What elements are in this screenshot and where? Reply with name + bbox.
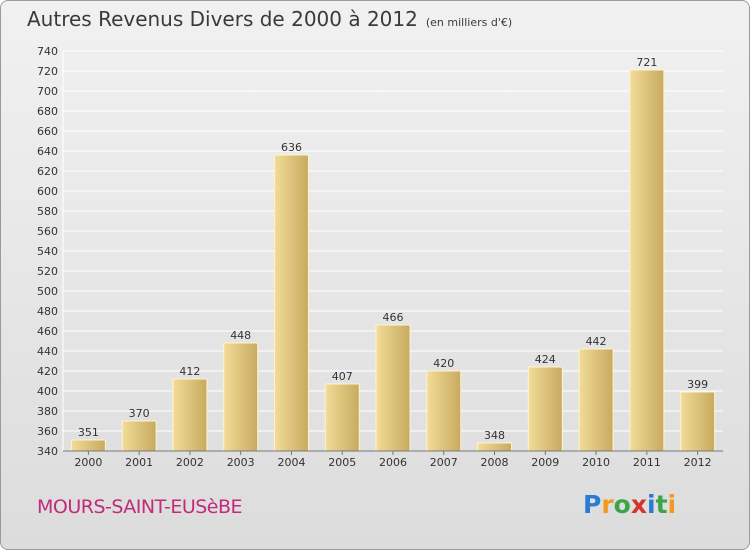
bar-2008	[477, 442, 513, 452]
town-name: MOURS-SAINT-EUSèBE	[37, 496, 243, 518]
bar-2009	[527, 366, 563, 452]
y-tick-label: 440	[37, 345, 58, 358]
x-axis: 2000 2001 2002 2003 2004 2005 2006 2007 2008 2009…	[63, 450, 723, 469]
chart-title-main: Autres Revenus Divers de 2000 à 2012	[27, 7, 418, 31]
value-label-2002: 412	[179, 365, 200, 378]
bar-2011	[629, 69, 665, 452]
chart-title: Autres Revenus Divers de 2000 à 2012 (en …	[27, 7, 512, 31]
value-label-2011: 721	[636, 56, 657, 69]
value-label-2003: 448	[230, 329, 251, 342]
bar-2012	[680, 391, 716, 452]
y-tick-label: 600	[37, 185, 58, 198]
bar-2006	[375, 324, 411, 452]
bar-2003	[223, 342, 259, 452]
x-tick-label-2012: 2012	[684, 456, 712, 469]
bar-2010	[578, 348, 614, 452]
x-tick-label-2011: 2011	[633, 456, 661, 469]
y-tick-label: 620	[37, 165, 58, 178]
value-label-2008: 348	[484, 429, 505, 442]
x-tick-label-2005: 2005	[328, 456, 356, 469]
x-tick-label-2007: 2007	[430, 456, 458, 469]
y-tick-label: 460	[37, 325, 58, 338]
y-tick-label: 720	[37, 65, 58, 78]
y-tick-label: 520	[37, 265, 58, 278]
bar-2007	[426, 370, 462, 452]
x-tick-label-2008: 2008	[481, 456, 509, 469]
y-tick-label: 740	[37, 45, 58, 58]
value-label-2000: 351	[78, 426, 99, 439]
bar-2004	[273, 154, 309, 452]
logo-letter: x	[630, 490, 647, 519]
y-tick-label: 680	[37, 105, 58, 118]
y-tick-label: 500	[37, 285, 58, 298]
value-label-2010: 442	[586, 335, 607, 348]
y-tick-label: 380	[37, 405, 58, 418]
x-tick-label-2003: 2003	[227, 456, 255, 469]
x-tick-label-2000: 2000	[74, 456, 102, 469]
logo-letter: t	[655, 490, 668, 519]
bars	[70, 69, 716, 452]
logo-letter: r	[601, 490, 614, 519]
y-tick-label: 580	[37, 205, 58, 218]
bar-2001	[121, 420, 157, 452]
value-label-2005: 407	[332, 370, 353, 383]
y-tick-label: 560	[37, 225, 58, 238]
y-tick-label: 640	[37, 145, 58, 158]
logo-letter: o	[613, 490, 631, 519]
bar-2005	[324, 383, 360, 452]
value-label-2006: 466	[383, 311, 404, 324]
x-tick-label-2006: 2006	[379, 456, 407, 469]
y-tick-label: 420	[37, 365, 58, 378]
y-tick-label: 400	[37, 385, 58, 398]
y-tick-label: 660	[37, 125, 58, 138]
x-tick-label-2001: 2001	[125, 456, 153, 469]
y-tick-label: 540	[37, 245, 58, 258]
proxiti-logo: Proxiti	[583, 490, 676, 519]
value-label-2012: 399	[687, 378, 708, 391]
value-labels: 351 370 412 448 636 407 466 420 348 424 442 721 399	[78, 56, 708, 442]
y-tick-label: 480	[37, 305, 58, 318]
y-axis: 340 360 380 400 420 440 460 480 500 520 540 560 580 6…	[37, 45, 64, 458]
x-tick-label-2004: 2004	[277, 456, 305, 469]
value-label-2004: 636	[281, 141, 302, 154]
y-tick-label: 340	[37, 445, 58, 458]
bar-2002	[172, 378, 208, 452]
y-tick-label: 360	[37, 425, 58, 438]
x-tick-label-2009: 2009	[531, 456, 559, 469]
x-tick-label-2002: 2002	[176, 456, 204, 469]
value-label-2009: 424	[535, 353, 556, 366]
logo-letter: i	[667, 490, 677, 519]
logo-letter: i	[647, 490, 656, 519]
bar-2000	[70, 439, 106, 452]
value-label-2001: 370	[129, 407, 150, 420]
logo-letter: P	[583, 490, 602, 519]
value-label-2007: 420	[433, 357, 454, 370]
y-tick-label: 700	[37, 85, 58, 98]
x-tick-label-2010: 2010	[582, 456, 610, 469]
chart-unit-note: (en milliers d'€)	[425, 16, 513, 29]
